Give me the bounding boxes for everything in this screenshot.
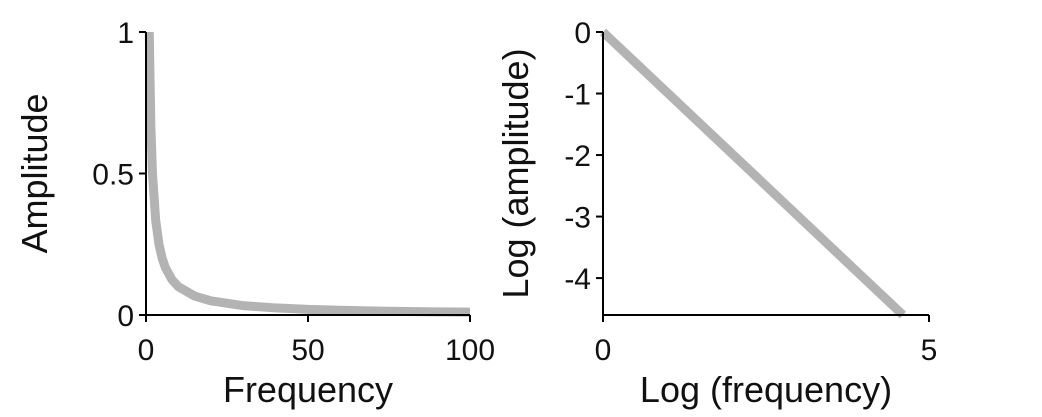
chart-2-x-axis-label: Log (frequency)	[640, 369, 892, 410]
chart-2-y-tick-label: -3	[564, 202, 591, 235]
chart-2-y-tick-label: -1	[564, 79, 591, 112]
chart-1-y-tick-label: 1	[117, 17, 134, 50]
log-amplitude-vs-log-frequency-chart: 0 -1 -2 -3 -4 0 5 Log (frequency) Log (amplitude…	[495, 17, 937, 410]
chart-1-y-tick-label: 0	[117, 300, 134, 333]
amplitude-vs-frequency-chart: 0 0.5 1 0 50 100 Frequency Amplitude	[14, 17, 495, 410]
chart-1-x-tick-label: 0	[138, 334, 155, 367]
chart-1-x-tick-label: 50	[291, 334, 324, 367]
chart-2-series-line-1	[599, 28, 907, 319]
chart-1-y-axis-label: Amplitude	[14, 93, 55, 253]
chart-2-x-tick-label: 5	[921, 334, 938, 367]
chart-2-y-tick-label: -4	[564, 263, 591, 296]
chart-2-y-tick-label: -2	[564, 140, 591, 173]
chart-1-y-tick-label: 0.5	[92, 159, 134, 192]
chart-1-series-line-1	[144, 31, 471, 317]
chart-1-x-axis-label: Frequency	[223, 369, 393, 410]
chart-2-x-tick-label: 0	[595, 334, 612, 367]
chart-1-x-tick-label: 100	[445, 334, 495, 367]
chart-2-y-axis-label: Log (amplitude)	[495, 48, 536, 298]
chart-2-y-tick-label: 0	[574, 17, 591, 50]
